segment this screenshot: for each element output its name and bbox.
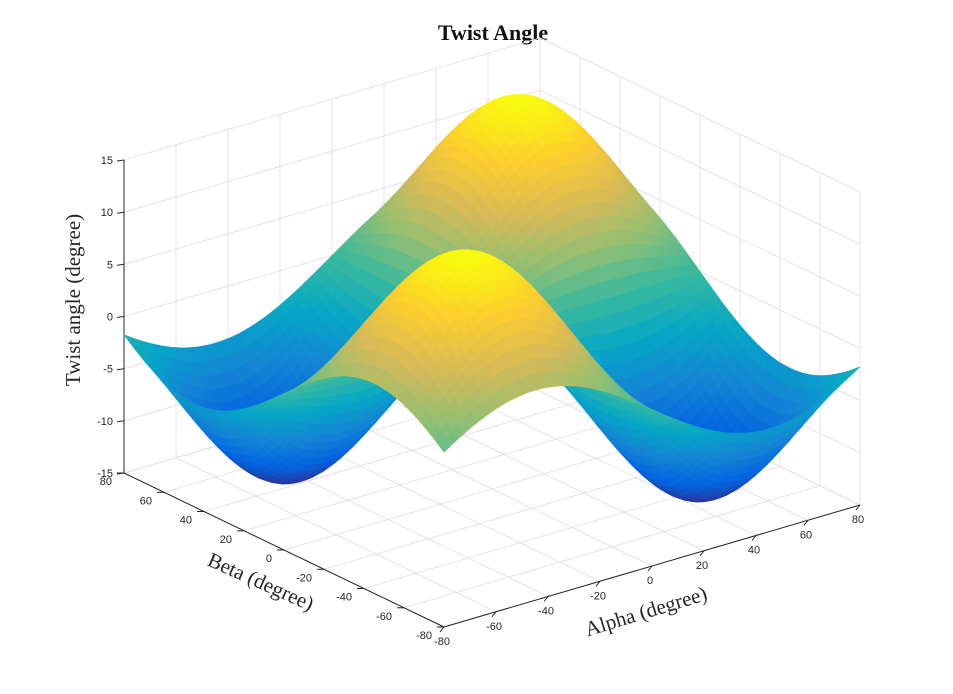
x-tick-label: -60 xyxy=(486,621,502,633)
z-tick xyxy=(116,211,125,214)
x-tick-label: 80 xyxy=(852,514,864,526)
x-tick xyxy=(439,626,445,633)
x-tick-label: 40 xyxy=(748,545,760,557)
x-tick-label: 60 xyxy=(800,529,812,541)
grid-line xyxy=(403,485,821,609)
x-tick-label: -40 xyxy=(538,606,554,618)
x-tick-label: -80 xyxy=(434,636,450,648)
x-tick-label: 0 xyxy=(647,575,653,587)
z-axis-label: Twist angle (degree) xyxy=(61,214,85,386)
z-tick xyxy=(116,316,125,318)
grid-line xyxy=(243,408,661,532)
grid-line xyxy=(123,37,541,161)
z-tick-label: -5 xyxy=(103,364,113,376)
y-tick-label: 20 xyxy=(220,534,232,546)
z-tick xyxy=(116,159,125,162)
surface xyxy=(123,94,861,503)
grid-line xyxy=(539,37,861,193)
x-tick-label: -20 xyxy=(590,590,606,602)
z-tick xyxy=(116,368,125,371)
y-tick-label: -40 xyxy=(336,592,352,604)
y-tick-label: -60 xyxy=(376,611,392,623)
z-tick-label: 10 xyxy=(101,207,113,219)
x-tick-label: 20 xyxy=(696,560,708,572)
z-tick-label: 5 xyxy=(107,259,113,271)
chart-title: Twist Angle xyxy=(438,20,548,45)
z-tick xyxy=(116,263,125,266)
y-tick-label: 0 xyxy=(266,553,272,565)
y-tick-label: 80 xyxy=(100,476,112,488)
y-tick-label: 60 xyxy=(140,495,152,507)
z-tick-label: 15 xyxy=(101,155,113,167)
y-tick-label: -20 xyxy=(296,572,312,584)
z-tick-label: -10 xyxy=(97,416,113,428)
y-tick-label: -80 xyxy=(416,630,432,642)
y-tick-label: 40 xyxy=(180,515,192,527)
z-tick-label: 0 xyxy=(107,312,113,324)
grid-line xyxy=(539,89,861,245)
grid-line xyxy=(203,389,621,512)
grid-line xyxy=(123,89,541,213)
z-tick xyxy=(116,420,125,423)
